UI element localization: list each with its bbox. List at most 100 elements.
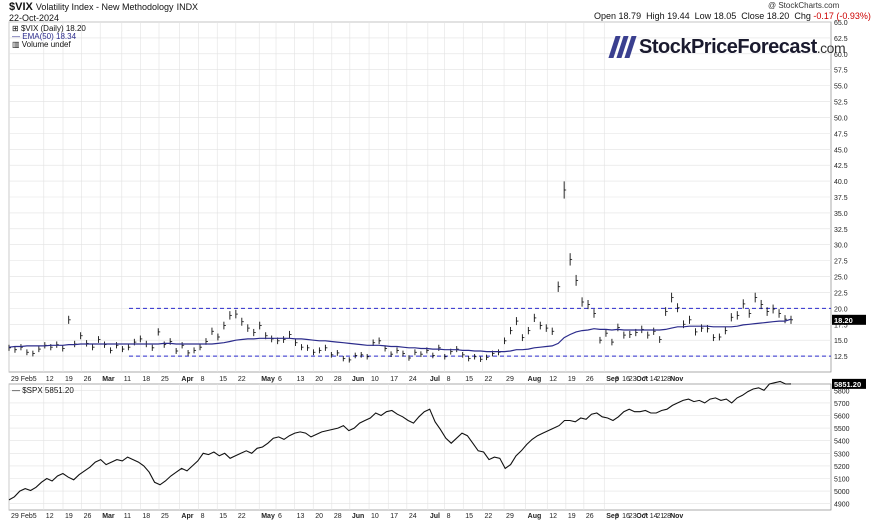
x-tick-label: 10: [371, 376, 379, 383]
x-tick-label: 14: [650, 376, 658, 383]
x-tick-label: Mar: [102, 513, 115, 520]
y-tick-label: 30.0: [834, 243, 848, 250]
y-tick-label: 60.0: [834, 52, 848, 59]
stockcharts-credit: @ StockCharts.com: [768, 1, 840, 10]
y-tick-label: 42.5: [834, 163, 848, 170]
x-tick-label: 29 Feb5: [11, 376, 37, 383]
x-tick-label: Sep: [606, 376, 619, 383]
x-tick-label: Jul: [430, 513, 440, 520]
last-value-label: 5851.20: [834, 380, 861, 389]
y-tick-label: 45.0: [834, 147, 848, 154]
y-tick-label: 5300: [834, 451, 850, 458]
legend-spx: — $SPX 5851.20: [12, 386, 74, 395]
y-tick-label: 5400: [834, 439, 850, 446]
y-tick-label: 32.5: [834, 227, 848, 234]
y-tick-label: 4900: [834, 502, 850, 509]
x-tick-label: Apr: [181, 376, 193, 383]
x-tick-label: Oct: [636, 376, 648, 383]
x-tick-label: 20: [315, 376, 323, 383]
x-tick-label: 22: [238, 513, 246, 520]
spx-line: [8, 380, 792, 501]
x-tick-label: 8: [201, 513, 205, 520]
y-tick-label: 5000: [834, 489, 850, 496]
chart-date: 22-Oct-2024: [9, 13, 60, 23]
x-tick-label: 12: [549, 376, 557, 383]
y-tick-label: 5800: [834, 388, 850, 395]
x-tick-label: 26: [586, 513, 594, 520]
y-tick-label: 12.5: [834, 354, 848, 361]
x-tick-label: 28: [663, 376, 671, 383]
x-tick-label: 13: [297, 376, 305, 383]
x-tick-label: 12: [549, 513, 557, 520]
x-tick-label: May: [261, 513, 275, 520]
x-tick-label: 26: [586, 376, 594, 383]
x-tick-label: 15: [219, 376, 227, 383]
x-tick-label: 8: [447, 513, 451, 520]
y-tick-label: 47.5: [834, 131, 848, 138]
stockpriceforecast-logo: StockPriceForecast.com: [608, 34, 846, 60]
x-tick-label: 6: [278, 513, 282, 520]
last-value-label: 18.20: [834, 316, 853, 325]
x-tick-label: 23: [629, 376, 637, 383]
y-tick-label: 62.5: [834, 36, 848, 43]
logo-bars-icon: [608, 36, 637, 58]
x-tick-label: 15: [465, 513, 473, 520]
x-tick-label: 10: [371, 513, 379, 520]
x-tick-label: 21: [656, 376, 664, 383]
x-tick-label: 25: [161, 513, 169, 520]
x-tick-label: 19: [568, 513, 576, 520]
x-tick-label: 28: [334, 513, 342, 520]
x-tick-label: 18: [142, 376, 150, 383]
x-tick-label: 29 Feb5: [11, 513, 37, 520]
y-tick-label: 5600: [834, 414, 850, 421]
y-tick-label: 27.5: [834, 259, 848, 266]
x-tick-label: 21: [656, 513, 664, 520]
y-tick-label: 17.5: [834, 322, 848, 329]
y-tick-label: 35.0: [834, 211, 848, 218]
x-tick-label: Mar: [102, 376, 115, 383]
y-tick-label: 37.5: [834, 195, 848, 202]
x-tick-label: 29: [506, 376, 514, 383]
x-tick-label: 24: [409, 376, 417, 383]
x-tick-label: 14: [650, 513, 658, 520]
x-tick-label: Nov: [670, 376, 683, 383]
y-tick-label: 65.0: [834, 20, 848, 27]
y-tick-label: 55.0: [834, 84, 848, 91]
x-tick-label: 9: [615, 376, 619, 383]
x-tick-label: 6: [278, 376, 282, 383]
ohlc-readout: Open 18.79 High 19.44 Low 18.05 Close 18…: [594, 11, 875, 21]
x-tick-label: 9: [615, 513, 619, 520]
x-tick-label: Jul: [430, 376, 440, 383]
y-tick-label: 52.5: [834, 100, 848, 107]
x-tick-label: 8: [201, 376, 205, 383]
x-tick-label: 12: [46, 376, 54, 383]
y-tick-label: 50.0: [834, 115, 848, 122]
panel-1: 4900 5000 5100 5200 5300 5400 5500 5600 5700 5800…: [8, 378, 866, 510]
y-tick-label: 5500: [834, 426, 850, 433]
x-tick-label: Aug: [528, 513, 542, 520]
x-tick-label: 16: [622, 376, 630, 383]
x-tick-label: 17: [390, 376, 398, 383]
x-tick-label: 29: [506, 513, 514, 520]
x-tick-label: 8: [447, 376, 451, 383]
x-tick-label: 7: [643, 376, 647, 383]
x-tick-label: 23: [629, 513, 637, 520]
x-tick-label: 22: [238, 376, 246, 383]
x-tick-label: Nov: [670, 513, 683, 520]
y-tick-label: 5100: [834, 477, 850, 484]
x-tick-label: 28: [663, 513, 671, 520]
x-tick-label: Jun: [352, 376, 364, 383]
y-tick-label: 22.5: [834, 290, 848, 297]
legend-vix: ⊞ $VIX (Daily) 18.20: [12, 24, 86, 33]
x-tick-label: Sep: [606, 513, 619, 520]
x-tick-label: 26: [84, 376, 92, 383]
x-tick-label: 19: [65, 513, 73, 520]
x-tick-label: Aug: [528, 376, 542, 383]
x-tick-label: 26: [84, 513, 92, 520]
chart-title: $VIX Volatility Index - New Methodology …: [9, 1, 199, 13]
y-tick-label: 20.0: [834, 306, 848, 313]
x-tick-label: 12: [46, 513, 54, 520]
x-tick-label: 20: [315, 513, 323, 520]
x-tick-label: 11: [124, 513, 131, 520]
